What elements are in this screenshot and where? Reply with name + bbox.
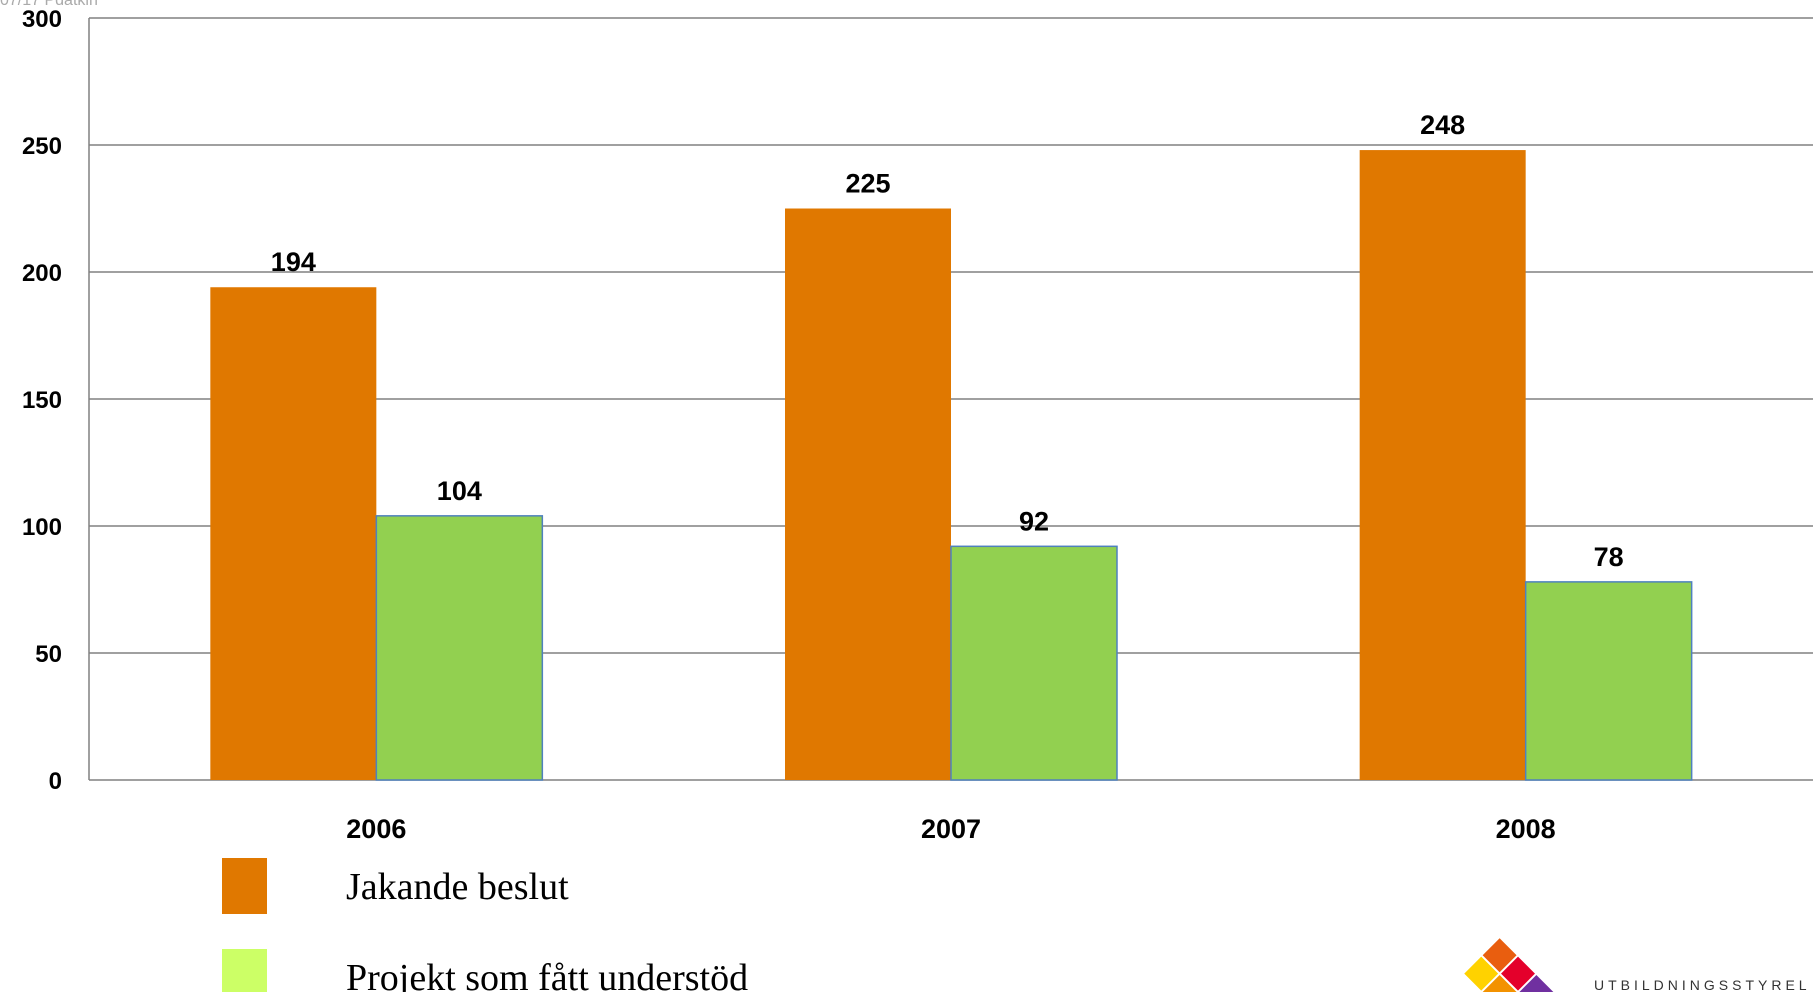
- x-axis-ticks: 2006 2007 2008: [346, 814, 1555, 844]
- data-label: 92: [1019, 506, 1049, 536]
- y-tick-label: 50: [35, 641, 62, 668]
- bar: [785, 208, 951, 780]
- y-tick-label: 300: [22, 6, 62, 33]
- data-label: 248: [1420, 110, 1465, 140]
- legend: Jakande beslut Projekt som fått understöd: [222, 858, 748, 992]
- bar: [1524, 581, 1693, 781]
- y-tick-label: 250: [22, 133, 62, 160]
- bar: [1359, 150, 1526, 780]
- utbildningsstyrelsen-logo: UTBILDNINGSSTYREL: [1464, 938, 1811, 992]
- y-axis-ticks: 0 50 100 150 200 250 300: [22, 6, 62, 795]
- bar: [950, 545, 1118, 781]
- logo-text: UTBILDNINGSSTYREL: [1594, 977, 1811, 992]
- data-label: 225: [845, 169, 890, 199]
- logo-mark-icon: [1464, 938, 1554, 992]
- y-tick-label: 100: [22, 514, 62, 541]
- data-label: 104: [437, 476, 482, 506]
- y-tick-label: 0: [49, 768, 62, 795]
- bar: [210, 287, 377, 780]
- data-label: 194: [271, 247, 316, 277]
- x-tick-label: 2008: [1496, 814, 1556, 844]
- bar: [375, 515, 544, 781]
- x-tick-label: 2006: [346, 814, 406, 844]
- legend-swatch: [222, 949, 267, 992]
- data-label: 78: [1594, 542, 1624, 572]
- legend-label: Jakande beslut: [346, 866, 569, 908]
- corner-text: 07/17 Pdatkin: [0, 0, 98, 9]
- data-labels: 194 104 225 92 248 78: [271, 110, 1624, 572]
- y-tick-label: 200: [22, 260, 62, 287]
- y-tick-label: 150: [22, 387, 62, 414]
- x-tick-label: 2007: [921, 814, 981, 844]
- legend-label: Projekt som fått understöd: [346, 957, 748, 992]
- legend-swatch: [222, 858, 267, 914]
- bars: [210, 150, 1693, 781]
